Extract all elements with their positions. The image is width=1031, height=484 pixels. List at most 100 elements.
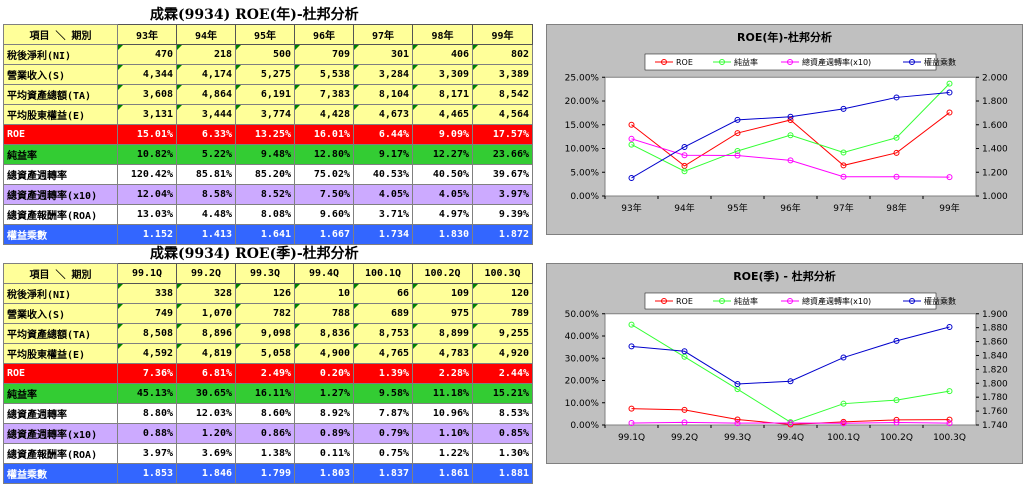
data-point [893,94,900,101]
data-point [840,420,847,427]
table-cell: 1.413 [176,224,236,245]
table-row: 總資產報酬率(ROA) 13.03% 4.48% 8.08% 9.60% 3.71% 4.9… [3,204,533,225]
data-point [787,116,794,123]
y-left-tick-label: 30.00% [565,354,600,364]
data-point [893,134,900,141]
legend-label: ROE [676,58,693,67]
table-cell: 4.97% [412,204,473,225]
table-cell: 12.27% [412,144,473,165]
table-cell: 13.03% [117,204,177,225]
table-cell: 5,538 [294,64,354,85]
data-point [946,323,953,330]
table-cell: 1.837 [353,463,413,484]
legend-label: ROE [676,297,693,306]
table-cell: 16.01% [294,124,354,145]
period-header: 99年 [472,24,533,45]
table-cell: 3,389 [472,64,533,85]
data-point [893,419,900,426]
row-label: 權益乘數 [3,463,118,484]
table-cell: 8,899 [412,323,473,344]
legend-marker [909,298,915,304]
table-cell: 301 [353,44,413,65]
table-header-row: 項目 ＼ 期別 93年 94年 95年 96年 97年 98年 99年 [3,24,533,45]
table-cell: 9,255 [472,323,533,344]
legend-marker [719,298,725,304]
data-point [946,80,953,87]
y-right-tick-label: 1.200 [982,168,1008,178]
table-cell: 4.48% [176,204,236,225]
table-cell: 4,920 [472,343,533,364]
table-cell: 1.803 [294,463,354,484]
data-point [681,419,688,426]
period-header: 94年 [176,24,236,45]
y-right-tick-label: 1.740 [982,421,1008,431]
table-cell: 40.53% [353,164,413,185]
x-tick-label: 93年 [621,202,641,214]
data-point [787,378,794,385]
table-cell: 10.82% [117,144,177,165]
row-label: 營業收入(S) [3,64,118,85]
y-left-tick-label: 10.00% [565,145,600,155]
table-cell: 3.97% [117,443,177,464]
data-point [787,157,794,164]
table-cell: 749 [117,303,177,324]
data-point [946,89,953,96]
data-point [840,354,847,361]
table-row: 總資產週轉率(x10) 12.04% 8.58% 8.52% 7.50% 4.05% 4.0… [3,184,533,205]
table-cell: 2.44% [472,363,533,384]
table-cell: 4,428 [294,104,354,125]
table-cell: 3.71% [353,204,413,225]
table-cell: 12.80% [294,144,354,165]
table-cell: 689 [353,303,413,324]
table-row: 稅後淨利(NI) 470 218 500 709 301 406 802 [3,44,533,65]
table-header-row: 項目 ＼ 期別 99.1Q 99.2Q 99.3Q 99.4Q 100.1Q 100.2Q 1… [3,263,533,284]
x-tick-label: 99.1Q [618,433,645,443]
data-point [628,321,635,328]
table-cell: 75.02% [294,164,354,185]
plot-area [604,76,977,197]
table-cell: 30.65% [176,383,236,404]
table-cell: 120 [472,283,533,304]
table-cell: 9.17% [353,144,413,165]
table-cell: 0.89% [294,423,354,444]
legend-marker [787,298,793,304]
y-right-tick-label: 1.840 [982,351,1008,361]
table-row: 平均股東權益(E) 4,592 4,819 5,058 4,900 4,765 4,783 4… [3,343,533,364]
x-tick-label: 100.2Q [880,433,913,443]
table-cell: 120.42% [117,164,177,185]
table-cell: 8,508 [117,323,177,344]
table-cell: 8.60% [235,403,295,424]
table-cell: 4,564 [472,104,533,125]
row-label: ROE [3,124,118,145]
table-cell: 8,753 [353,323,413,344]
y-left-tick-label: 25.00% [565,73,600,83]
x-tick-label: 99.4Q [777,433,804,443]
data-point [893,397,900,404]
table-cell: 9.58% [353,383,413,404]
table-row: 純益率 10.82% 5.22% 9.48% 12.80% 9.17% 12.27% 23.6… [3,144,533,165]
table-row: 總資產週轉率 8.80% 12.03% 8.60% 8.92% 7.87% 10.96% 8.… [3,403,533,424]
data-point [946,109,953,116]
table-cell: 4,174 [176,64,236,85]
data-point [893,173,900,180]
table-cell: 1.667 [294,224,354,245]
period-header: 99.4Q [294,263,354,284]
x-tick-label: 99.2Q [671,433,698,443]
data-point [734,416,741,423]
table-cell: 4,673 [353,104,413,125]
table-cell: 9.39% [472,204,533,225]
x-tick-label: 97年 [833,202,853,214]
table-cell: 6.44% [353,124,413,145]
table-cell: 13.25% [235,124,295,145]
table-cell: 8.92% [294,403,354,424]
y-left-tick-label: 10.00% [565,399,600,409]
period-header: 99.2Q [176,263,236,284]
data-point [787,420,794,427]
table-cell: 7.87% [353,403,413,424]
table-cell: 338 [117,283,177,304]
x-tick-label: 100.1Q [827,433,860,443]
period-header: 100.3Q [472,263,533,284]
table-cell: 1.22% [412,443,473,464]
table-cell: 1.10% [412,423,473,444]
table-cell: 85.20% [235,164,295,185]
